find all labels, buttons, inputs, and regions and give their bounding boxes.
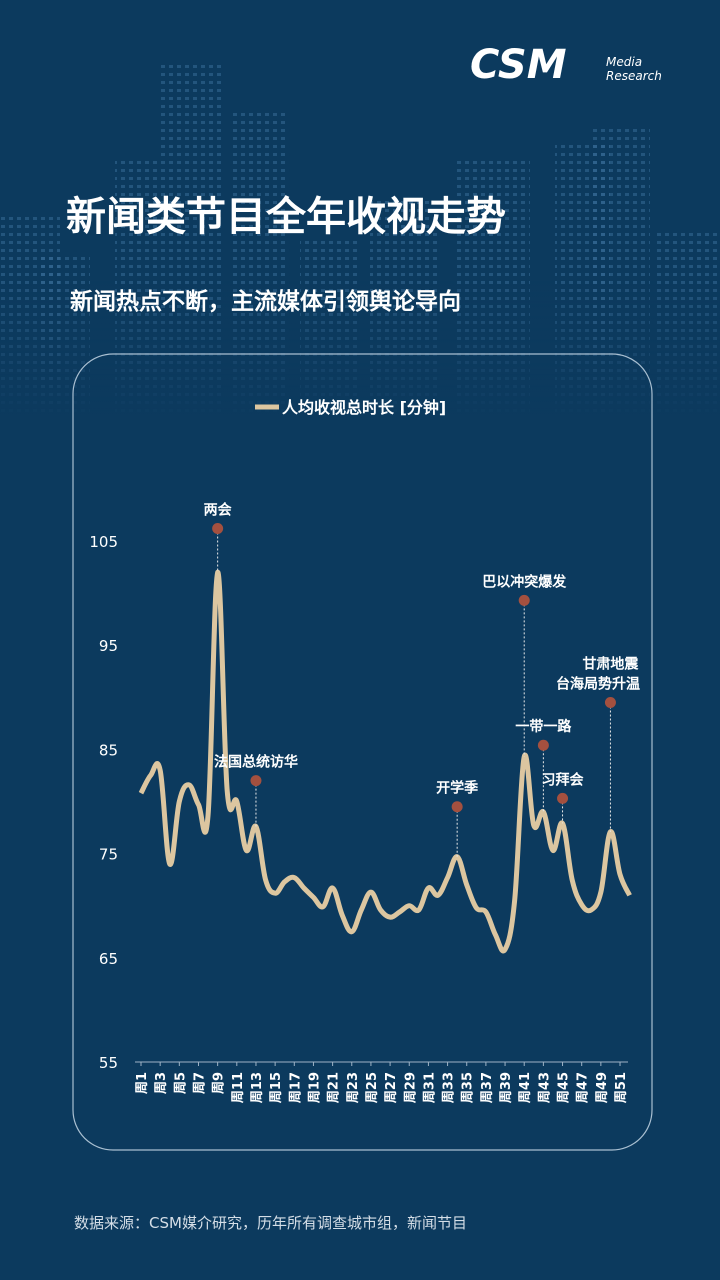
logo-brand: CSM [470,42,567,88]
x-tick-label: 周19 [307,1072,322,1103]
x-tick-label: 周39 [499,1072,514,1103]
x-tick-label: 周9 [212,1072,227,1094]
annotation-label: 台海局势升温 [556,676,640,693]
x-tick-label: 周23 [346,1072,361,1103]
x-tick-label: 周37 [480,1072,495,1103]
y-tick-label: 55 [99,1054,118,1072]
annotation-label: 一带一路 [515,718,572,735]
logo: CSM Media Research [470,42,662,88]
x-tick-label: 周3 [154,1072,169,1094]
x-tick-label: 周47 [576,1072,591,1103]
x-tick-label: 周35 [461,1072,476,1103]
x-tick-label: 周49 [595,1072,610,1103]
x-tick-label: 周25 [365,1072,380,1103]
annotation-dot [518,594,530,606]
y-tick-label: 95 [99,637,118,655]
x-tick-label: 周1 [135,1072,150,1094]
annotation-dot [604,697,616,709]
x-tick-label: 周43 [537,1072,552,1103]
x-tick-label: 周41 [518,1072,533,1103]
cityscape [0,60,720,420]
annotation-label: 甘肃地震 [582,656,639,673]
annotation-label: 巴以冲突爆发 [482,573,567,590]
annotation-dot [537,739,549,751]
title: 新闻类节目全年收视走势 [66,194,506,240]
x-tick-label: 周45 [557,1072,572,1103]
x-tick-label: 周33 [442,1072,457,1103]
x-tick-label: 周51 [614,1072,629,1103]
annotation-dot [451,801,463,813]
y-tick-label: 105 [89,533,118,551]
annotation-dot [212,522,224,534]
annotation-label: 两会 [204,501,233,518]
x-tick-label: 周15 [269,1072,284,1103]
y-tick-label: 65 [99,950,118,968]
logo-line: Research [606,69,662,83]
source: 数据来源：CSM媒介研究，历年所有调查城市组，新闻节目 [74,1214,467,1232]
subtitle: 新闻热点不断，主流媒体引领舆论导向 [70,288,461,315]
x-tick-label: 周27 [384,1072,399,1103]
x-tick-label: 周13 [250,1072,265,1103]
legend-label: 人均收视总时长 [分钟] [282,398,446,417]
x-tick-label: 周5 [173,1072,188,1094]
series-line [138,569,632,954]
x-tick-label: 周11 [231,1072,246,1103]
annotation-label: 习拜会 [542,771,585,788]
annotation-dot [250,775,262,787]
x-tick-label: 周21 [327,1072,342,1103]
logo-line: Media [606,55,642,69]
plot: 55 65 75 85 95 105 周1 周3 周5 周7 周9 周11 周13 周15 周17 周19 周2… [89,501,640,1103]
x-tick-label: 周29 [403,1072,418,1103]
chart-panel [72,353,653,1151]
annotation-dot [557,792,569,804]
x-tick-label: 周31 [422,1072,437,1103]
annotation-label: 法国总统访华 [214,754,298,771]
x-tick-label: 周7 [192,1072,207,1094]
y-tick-label: 75 [99,846,118,864]
y-tick-label: 85 [99,741,118,759]
x-tick-label: 周17 [288,1072,303,1103]
annotation-label: 开学季 [436,780,478,797]
